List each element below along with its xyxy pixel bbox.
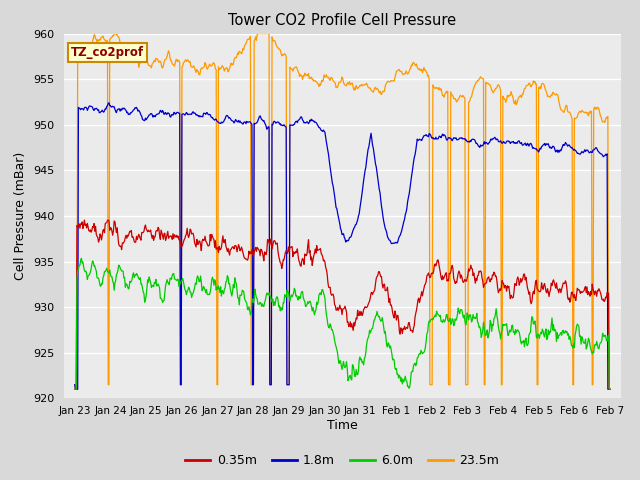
Legend: 0.35m, 1.8m, 6.0m, 23.5m: 0.35m, 1.8m, 6.0m, 23.5m bbox=[180, 449, 504, 472]
Title: Tower CO2 Profile Cell Pressure: Tower CO2 Profile Cell Pressure bbox=[228, 13, 456, 28]
X-axis label: Time: Time bbox=[327, 419, 358, 432]
Text: TZ_co2prof: TZ_co2prof bbox=[70, 47, 144, 60]
Y-axis label: Cell Pressure (mBar): Cell Pressure (mBar) bbox=[15, 152, 28, 280]
